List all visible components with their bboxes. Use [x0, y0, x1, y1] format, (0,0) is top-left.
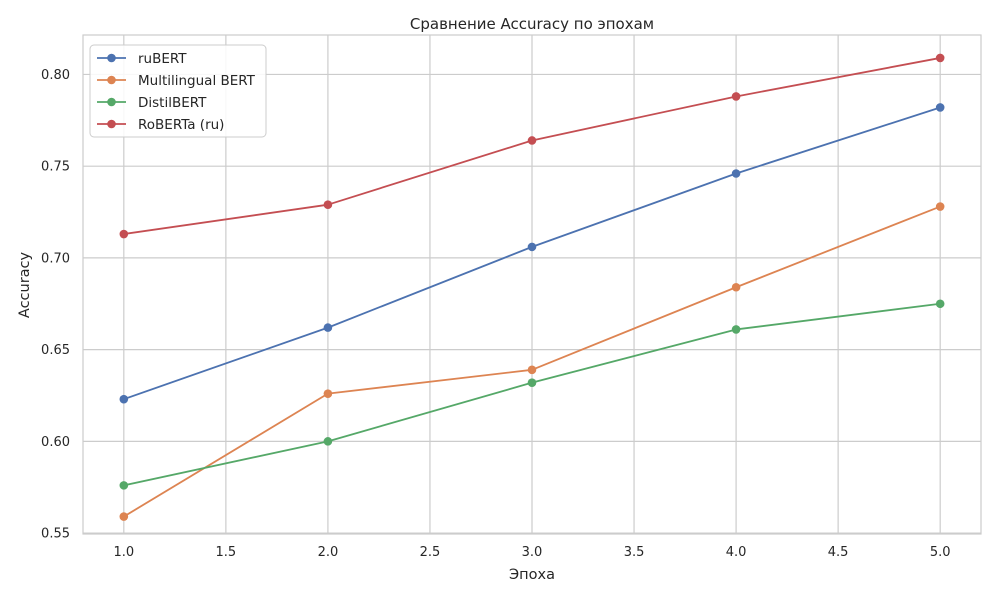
data-point [935, 103, 945, 112]
series-0 [119, 103, 945, 404]
y-tick-label: 0.70 [41, 251, 70, 266]
x-tick-label: 3.5 [624, 545, 645, 560]
plot-frame [82, 34, 982, 535]
data-point [527, 365, 537, 375]
data-point [323, 200, 333, 209]
x-axis-label: Эпоха [509, 567, 555, 583]
x-tick-label: 4.0 [726, 545, 747, 560]
series-1 [119, 202, 945, 521]
data-point [935, 202, 945, 211]
data-point [527, 378, 537, 387]
data-point [731, 282, 741, 292]
chart-title: Сравнение Accuracy по эпохам [410, 15, 654, 33]
x-tick-label: 1.5 [216, 545, 237, 560]
legend-item: RoBERTa (ru) [97, 117, 224, 133]
legend-marker [107, 75, 116, 85]
data-point [323, 389, 333, 398]
x-tick-label: 2.0 [318, 545, 339, 560]
x-tick-label: 5.0 [930, 545, 951, 560]
data-point [323, 323, 333, 332]
data-point [731, 169, 741, 178]
legend-item: Multilingual BERT [97, 73, 256, 89]
y-tick-label: 0.80 [41, 68, 70, 83]
legend-label: RoBERTa (ru) [138, 117, 224, 133]
series-3 [119, 53, 945, 239]
legend-label: Multilingual BERT [138, 73, 256, 89]
data-point [119, 512, 129, 521]
legend-item: DistilBERT [97, 95, 207, 111]
x-tick-label: 2.5 [420, 545, 441, 560]
data-point [935, 53, 945, 63]
legend-marker [107, 53, 116, 63]
data-point [731, 325, 741, 334]
tick-labels: 1.0 1.5 2.0 2.5 3.0 3.5 4.0 4.5 5.0 0.55 0.60 0.65 0… [41, 68, 950, 560]
data-point [119, 229, 129, 239]
y-tick-label: 0.75 [41, 160, 70, 175]
legend: ruBERT Multilingual BERT DistilBERT RoBERTa… [89, 44, 267, 138]
legend-marker [107, 97, 116, 107]
y-tick-label: 0.65 [41, 343, 70, 358]
data-point [527, 136, 537, 145]
data-point [935, 299, 945, 309]
legend-item: ruBERT [97, 51, 187, 67]
legend-box [89, 44, 267, 138]
x-tick-label: 4.5 [828, 545, 849, 560]
y-axis-label: Accuracy [17, 251, 33, 318]
x-tick-label: 3.0 [522, 545, 543, 560]
data-point [323, 437, 333, 446]
x-tick-label: 1.0 [113, 545, 134, 560]
data-point [119, 481, 129, 490]
series-layer [119, 53, 945, 521]
legend-label: ruBERT [138, 51, 187, 67]
y-tick-label: 0.55 [41, 527, 70, 542]
data-point [731, 92, 741, 101]
data-point [527, 242, 537, 252]
y-tick-label: 0.60 [41, 435, 70, 450]
data-point [119, 394, 129, 404]
legend-entries: ruBERT Multilingual BERT DistilBERT RoBERTa… [97, 51, 256, 133]
series-2 [119, 299, 945, 490]
legend-label: DistilBERT [138, 95, 207, 111]
legend-marker [107, 119, 116, 129]
